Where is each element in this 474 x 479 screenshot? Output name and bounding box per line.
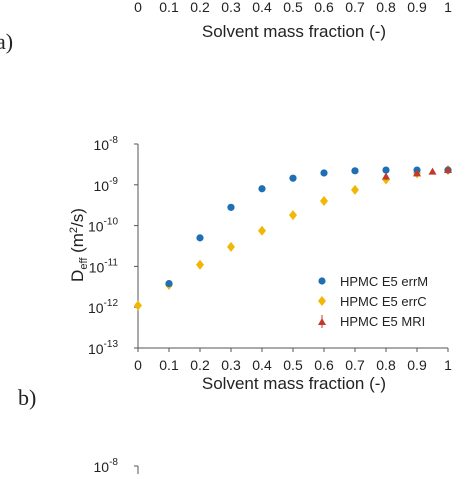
- y-tick-label: 10-12: [88, 298, 118, 316]
- top-panel: 0 0.1 0.2 0.3 0.4 0.5 0.6 0.7 0.8 0.9 1 Solvent ma…: [0, 0, 452, 54]
- point-errM: [351, 167, 359, 175]
- data-marks: [134, 165, 452, 311]
- x-tick-label: 0.4: [252, 357, 272, 373]
- svg-text:10-8: 10-8: [94, 457, 119, 474]
- point-mri: [444, 166, 452, 174]
- point-errC: [227, 241, 235, 252]
- top-x-tick-label: 0.4: [252, 0, 272, 15]
- point-mri: [413, 169, 421, 177]
- top-x-tick-label: 0.1: [159, 0, 179, 15]
- point-errC: [289, 210, 297, 221]
- x-tick-label: 0.1: [159, 357, 179, 373]
- x-axis-label: Solvent mass fraction (-): [202, 374, 386, 393]
- point-errM: [258, 185, 266, 193]
- point-errM: [227, 203, 235, 211]
- top-x-tick-label: 1: [444, 0, 452, 15]
- point-errM: [382, 166, 390, 174]
- svg-text:Deff (m2/s): Deff (m2/s): [68, 208, 90, 282]
- top-x-tick-label: 0.5: [283, 0, 303, 15]
- legend-marker-errC: [318, 296, 326, 306]
- point-errM: [165, 279, 173, 288]
- y-ticks: 10-8 10-9 10-10 10-11 10-12 10-13: [88, 135, 138, 357]
- top-x-tick-label: 0.6: [314, 0, 334, 15]
- legend-label-errM: HPMC E5 errM: [340, 274, 428, 289]
- x-tick-label: 0: [134, 357, 142, 373]
- x-tick-label: 0.6: [314, 357, 334, 373]
- point-errC: [258, 225, 266, 236]
- y-tick-label: 10-11: [89, 257, 119, 275]
- point-mri: [382, 172, 390, 180]
- x-tick-label: 0.3: [221, 357, 241, 373]
- x-ticks: 0 0.1 0.2 0.3 0.4 0.5 0.6 0.7 0.8 0.9 1: [134, 348, 452, 373]
- next-panel-top-tick: 10-8: [94, 457, 139, 475]
- top-x-tick-label: 0.9: [407, 0, 427, 15]
- panel-label-b: b): [18, 385, 36, 410]
- top-x-tick-label: 0.7: [345, 0, 365, 15]
- point-errM: [320, 169, 328, 177]
- x-tick-label: 0.7: [345, 357, 365, 373]
- legend-label-mri: HPMC E5 MRI: [340, 314, 425, 329]
- y-tick-label: 10-13: [88, 339, 118, 357]
- y-axis-label: Deff (m2/s): [68, 208, 90, 282]
- x-tick-label: 1: [444, 357, 452, 373]
- point-errC: [320, 196, 328, 207]
- point-errM: [196, 234, 204, 242]
- point-errC: [134, 300, 142, 311]
- x-tick-label: 0.8: [376, 357, 396, 373]
- x-tick-label: 0.2: [190, 357, 210, 373]
- x-tick-label: 0.5: [283, 357, 303, 373]
- y-tick-label: 10-10: [88, 217, 118, 235]
- point-mri: [428, 167, 437, 175]
- top-x-tick-label: 0.2: [190, 0, 210, 15]
- y-tick-label: 10-9: [94, 176, 119, 194]
- top-x-tick-labels: 0 0.1 0.2 0.3 0.4 0.5 0.6 0.7 0.8 0.9 1: [134, 0, 452, 15]
- top-x-tick-label: 0.3: [221, 0, 241, 15]
- legend: HPMC E5 errM HPMC E5 errC HPMC E5 MRI: [318, 274, 428, 329]
- top-x-tick-label: 0.8: [376, 0, 396, 15]
- y-tick-label: 10-8: [94, 135, 119, 153]
- legend-label-errC: HPMC E5 errC: [340, 294, 427, 309]
- panel-label-a: a): [0, 29, 13, 54]
- legend-marker-errM: [318, 277, 326, 285]
- top-x-axis-label: Solvent mass fraction (-): [202, 22, 386, 41]
- point-errC: [351, 184, 359, 195]
- top-x-tick-label: 0: [134, 0, 142, 15]
- legend-marker-mri: [318, 318, 326, 325]
- point-errC: [196, 259, 204, 270]
- point-errM: [289, 174, 297, 182]
- x-tick-label: 0.9: [407, 357, 427, 373]
